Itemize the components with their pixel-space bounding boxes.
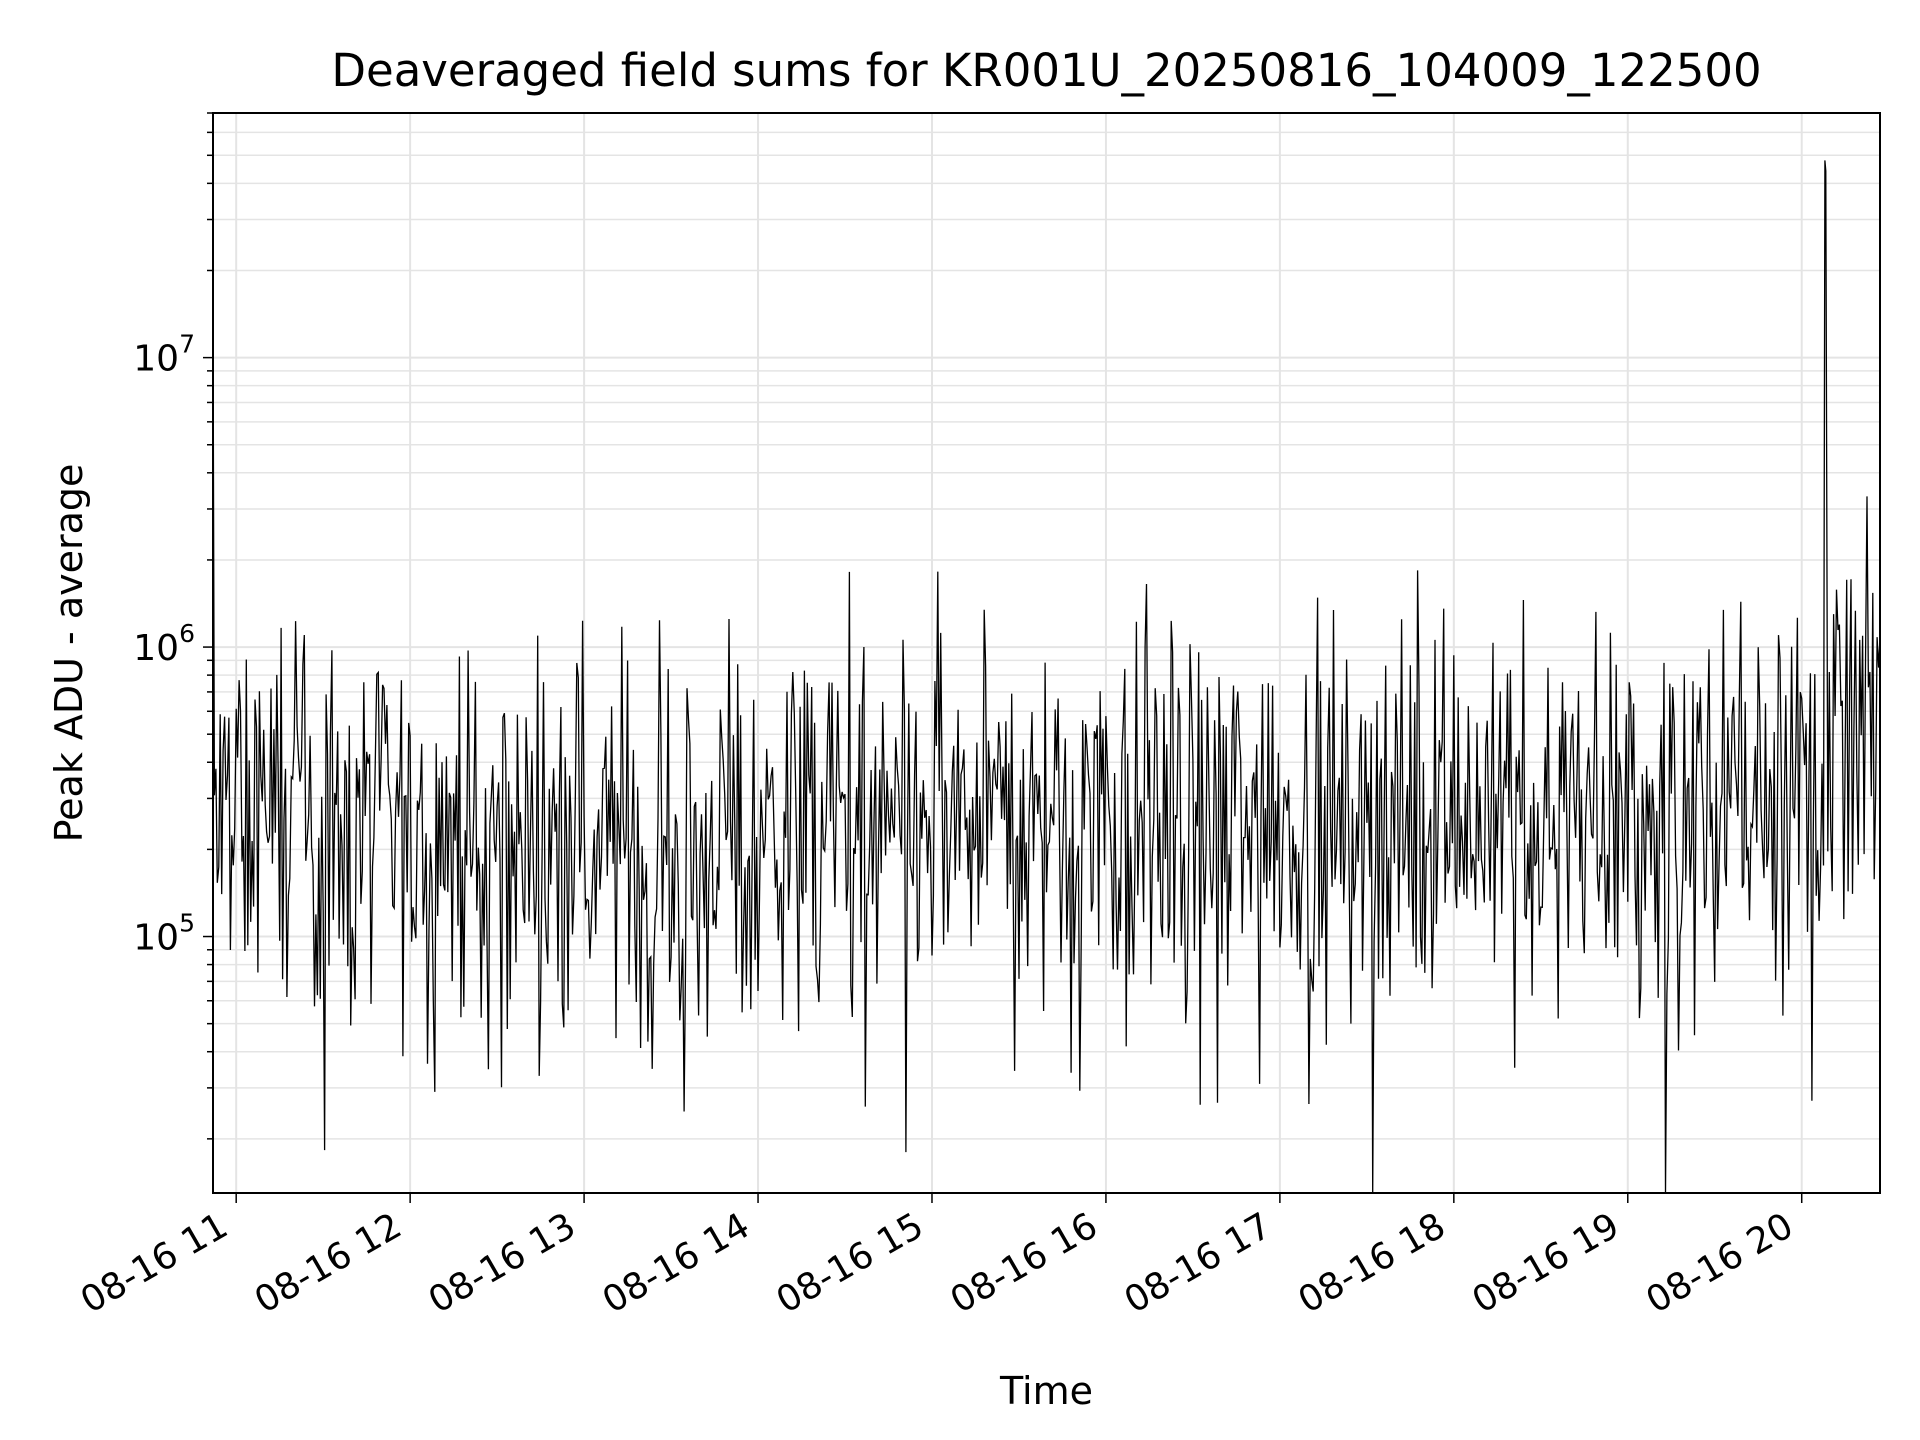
y-tick-base: 10 bbox=[133, 339, 179, 380]
y-tick-base: 10 bbox=[133, 918, 179, 959]
series-line bbox=[212, 160, 1881, 1194]
y-tick-label: 106 bbox=[133, 619, 195, 669]
y-tick-label: 107 bbox=[133, 330, 195, 380]
grid bbox=[213, 112, 1880, 1193]
y-tick-exponent: 6 bbox=[179, 619, 195, 648]
y-tick-exponent: 7 bbox=[179, 330, 195, 359]
plot-frame bbox=[212, 112, 1881, 1194]
y-axis-label: Peak ADU - average bbox=[47, 464, 91, 843]
series-path bbox=[212, 160, 1881, 1194]
y-tick-base: 10 bbox=[133, 628, 179, 669]
y-tick-exponent: 5 bbox=[179, 909, 195, 938]
chart-title: Deaveraged field sums for KR001U_2025081… bbox=[331, 44, 1761, 97]
x-axis-label: Time bbox=[999, 1369, 1093, 1413]
y-tick-label: 105 bbox=[133, 909, 195, 959]
